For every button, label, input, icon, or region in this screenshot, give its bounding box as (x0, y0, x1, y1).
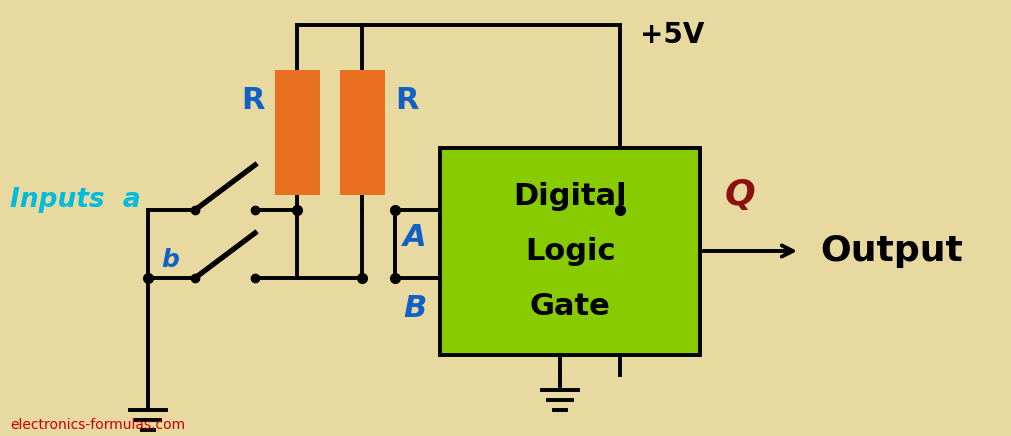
Text: Output: Output (820, 234, 962, 268)
Text: B: B (403, 293, 427, 323)
Text: R: R (395, 85, 419, 115)
Text: Logic: Logic (525, 236, 616, 266)
Text: electronics-formulas.com: electronics-formulas.com (10, 418, 185, 432)
Bar (440, 148, 700, 355)
Text: Inputs  a: Inputs a (10, 187, 141, 213)
Text: R: R (242, 85, 265, 115)
Text: Digital: Digital (514, 181, 627, 211)
Bar (275, 70, 320, 195)
Text: b: b (161, 248, 179, 272)
Text: A: A (403, 222, 427, 252)
Text: Q: Q (725, 178, 755, 212)
Text: +5V: +5V (640, 21, 705, 49)
Bar (340, 70, 385, 195)
Text: Gate: Gate (530, 292, 611, 320)
